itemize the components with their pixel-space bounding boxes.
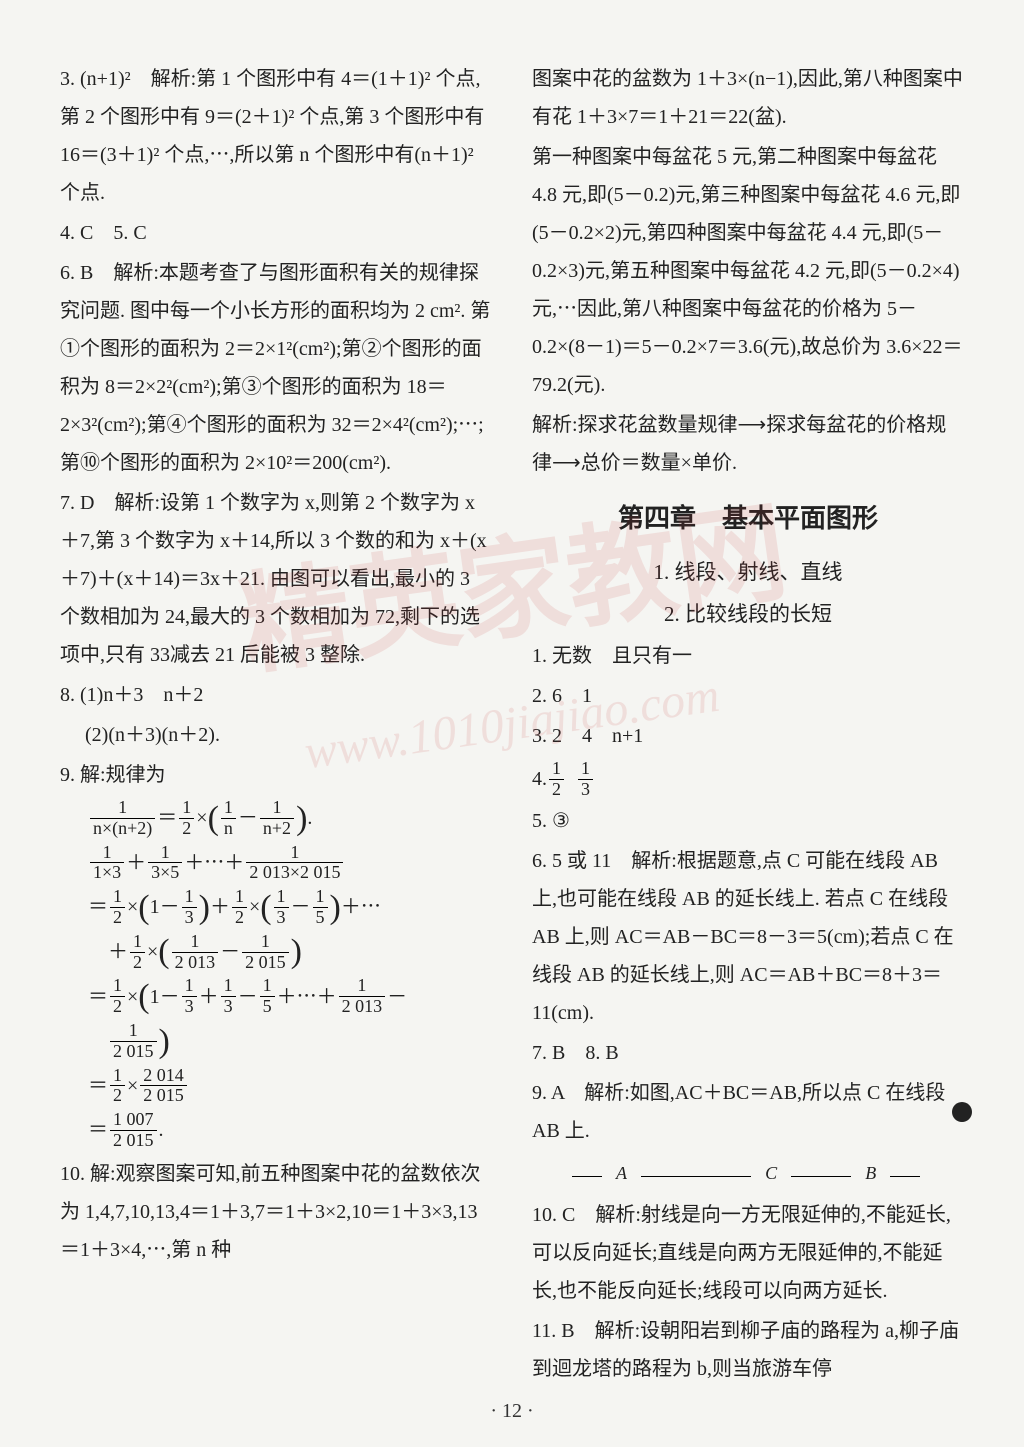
math-rule: 1n×(n+2) ＝ 12 ×( 1n － 1n+2 ).: [60, 798, 492, 839]
ans-6: 6. 5 或 11 解析:根据题意,点 C 可能在线段 AB 上,也可能在线段 …: [532, 842, 964, 1032]
ans-4-prefix: 4.: [532, 760, 547, 798]
margin-dot-icon: [952, 1102, 972, 1122]
diagram-label-a: A: [614, 1156, 629, 1190]
item-4-5: 4. C 5. C: [60, 214, 492, 252]
r-cont-3: 解析:探求花盆数量规律⟶探求每盆花的价格规律⟶总价＝数量×单价.: [532, 406, 964, 482]
r-cont-2: 第一种图案中每盆花 5 元,第二种图案中每盆花 4.8 元,即(5－0.2)元,…: [532, 138, 964, 404]
item-3: 3. (n+1)² 解析:第 1 个图形中有 4＝(1＋1)² 个点,第 2 个…: [60, 60, 492, 212]
right-column: 图案中花的盆数为 1＋3×(n−1),因此,第八种图案中有花 1＋3×7＝1＋2…: [532, 60, 964, 1417]
ans-2: 2. 6 1: [532, 677, 964, 715]
left-column: 3. (n+1)² 解析:第 1 个图形中有 4＝(1＋1)² 个点,第 2 个…: [60, 60, 492, 1417]
item-9-intro: 9. 解:规律为: [60, 756, 492, 794]
item-6: 6. B 解析:本题考查了与图形面积有关的规律探究问题. 图中每一个小长方形的面…: [60, 254, 492, 482]
ans-9-text: 9. A 解析:如图,AC＋BC＝AB,所以点 C 在线段 AB 上.: [532, 1082, 945, 1142]
math-collect-2: 12 015 ): [60, 1021, 492, 1062]
ans-4: 4. 12 13: [532, 759, 964, 800]
math-expand-1: ＝ 12 ×(1－ 13 )＋ 12 ×( 13－ 15 )＋⋯: [60, 887, 492, 928]
math-result-1: ＝ 12 × 2 0142 015: [60, 1066, 492, 1107]
item-7: 7. D 解析:设第 1 个数字为 x,则第 2 个数字为 x＋7,第 3 个数…: [60, 484, 492, 674]
math-expand-2: ＋ 12 ×( 12 013－ 12 015 ): [60, 932, 492, 973]
subtitle-2: 2. 比较线段的长短: [532, 595, 964, 635]
item-8b: (2)(n＋3)(n＋2).: [60, 716, 492, 754]
item-10: 10. 解:观察图案可知,前五种图案中花的盆数依次为 1,4,7,10,13,4…: [60, 1155, 492, 1269]
ans-9: 9. A 解析:如图,AC＋BC＝AB,所以点 C 在线段 AB 上.: [532, 1074, 964, 1150]
ans-11: 11. B 解析:设朝阳岩到柳子庙的路程为 a,柳子庙到迴龙塔的路程为 b,则当…: [532, 1312, 964, 1388]
r-cont-1: 图案中花的盆数为 1＋3×(n−1),因此,第八种图案中有花 1＋3×7＝1＋2…: [532, 60, 964, 136]
diagram-label-b: B: [863, 1156, 878, 1190]
subtitle-1: 1. 线段、射线、直线: [532, 553, 964, 593]
page-content: 3. (n+1)² 解析:第 1 个图形中有 4＝(1＋1)² 个点,第 2 个…: [0, 0, 1024, 1447]
segment-diagram: A C B: [572, 1156, 964, 1194]
ans-5: 5. ③: [532, 802, 964, 840]
ans-7-8: 7. B 8. B: [532, 1034, 964, 1072]
diagram-label-c: C: [763, 1156, 779, 1190]
math-collect-1: ＝ 12 ×(1－ 13＋ 13－ 15＋⋯＋ 12 013－: [60, 976, 492, 1017]
ans-1: 1. 无数 且只有一: [532, 637, 964, 675]
ans-10: 10. C 解析:射线是向一方无限延伸的,不能延长,可以反向延长;直线是向两方无…: [532, 1196, 964, 1310]
ans-3: 3. 2 4 n+1: [532, 717, 964, 755]
item-8a: 8. (1)n＋3 n＋2: [60, 676, 492, 714]
page-number: · 12 ·: [0, 1400, 1024, 1423]
math-sum-1: 11×3 ＋ 13×5 ＋⋯＋ 12 013×2 015: [60, 843, 492, 884]
chapter-title: 第四章 基本平面图形: [532, 494, 964, 543]
math-result-2: ＝ 1 0072 015.: [60, 1110, 492, 1151]
